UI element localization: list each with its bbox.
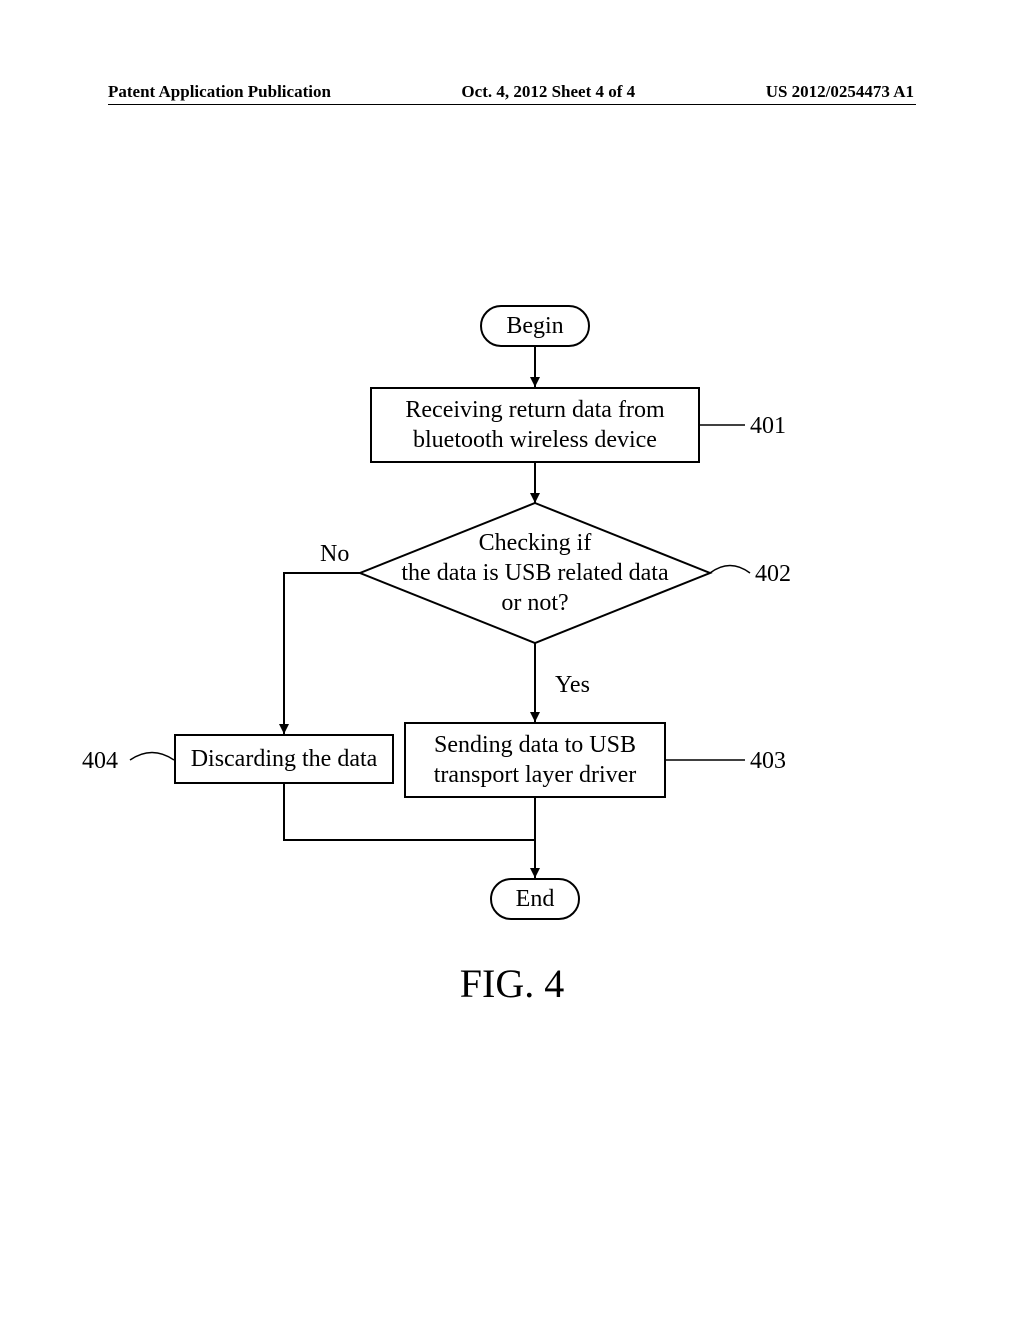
decision-402: Checking if the data is USB related data… xyxy=(360,503,710,643)
ref-402: 402 xyxy=(755,561,791,588)
ref-401: 401 xyxy=(750,413,786,440)
ref-404: 404 xyxy=(82,748,118,775)
process-403-text: Sending data to USB transport layer driv… xyxy=(434,730,637,790)
process-401-line1: Receiving return data from xyxy=(405,397,664,423)
label-yes: Yes xyxy=(555,672,590,699)
terminator-begin-label: Begin xyxy=(506,313,563,340)
decision-402-line1: Checking if xyxy=(479,530,592,556)
figure-caption: FIG. 4 xyxy=(0,960,1024,1007)
label-no: No xyxy=(320,541,349,568)
ref-403: 403 xyxy=(750,748,786,775)
process-401: Receiving return data from bluetooth wir… xyxy=(370,387,700,463)
terminator-end-label: End xyxy=(516,886,555,913)
terminator-begin: Begin xyxy=(480,305,590,347)
process-403: Sending data to USB transport layer driv… xyxy=(404,722,666,798)
process-404-text: Discarding the data xyxy=(191,744,378,774)
decision-402-line3: or not? xyxy=(501,590,568,616)
process-403-line1: Sending data to USB xyxy=(434,732,636,758)
process-404: Discarding the data xyxy=(174,734,394,784)
process-401-text: Receiving return data from bluetooth wir… xyxy=(405,395,664,455)
decision-402-line2: the data is USB related data xyxy=(401,560,668,586)
decision-402-text: Checking if the data is USB related data… xyxy=(360,503,710,643)
process-403-line2: transport layer driver xyxy=(434,762,637,788)
terminator-end: End xyxy=(490,878,580,920)
flowchart-svg xyxy=(0,0,1024,1320)
process-401-line2: bluetooth wireless device xyxy=(413,427,657,453)
